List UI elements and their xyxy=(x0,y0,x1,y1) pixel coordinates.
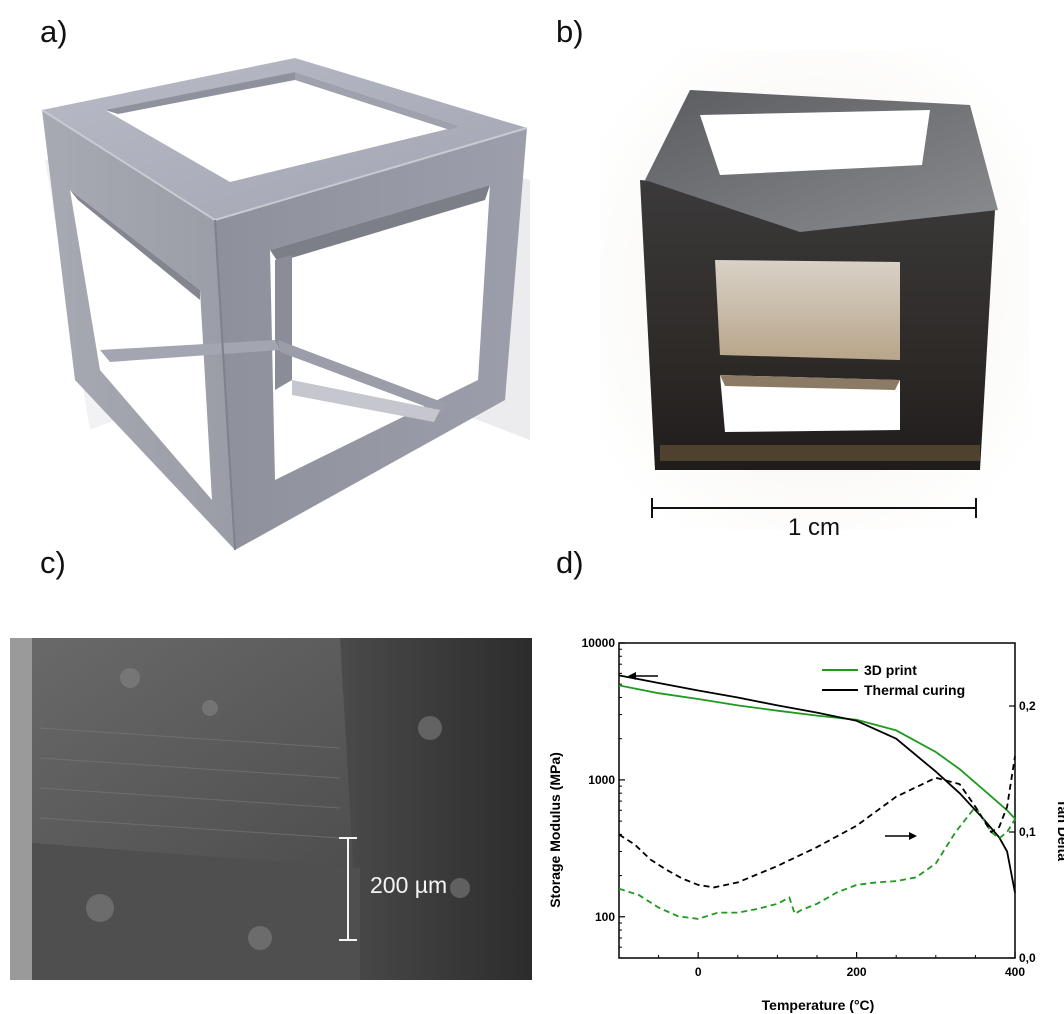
series-line-modulus-0 xyxy=(618,684,1016,820)
arrow-right-head xyxy=(909,832,917,840)
scale-bar xyxy=(339,837,357,941)
x-tick-label: 400 xyxy=(1005,965,1025,979)
x-axis-label: Temperature (°C) xyxy=(762,997,875,1013)
y-tick-label: 100 xyxy=(595,910,615,924)
panel-label-b: b) xyxy=(556,14,584,49)
y2-tick-label: 0,2 xyxy=(1019,699,1036,713)
panel-label-a: a) xyxy=(40,14,68,49)
scale-bar xyxy=(651,498,977,518)
y-axis-label: Storage Modulus (MPa) xyxy=(547,752,563,908)
dma-chart: 0 200 400 100 1000 10000 0,0 0,1 0,2 Temperature… xyxy=(547,636,1064,1013)
legend: 3D print Thermal curing xyxy=(822,662,965,698)
x-tick-label: 0 xyxy=(695,965,702,979)
y2-axis-label: Tan Delta xyxy=(1055,799,1064,861)
scale-bar-label: 200 µm xyxy=(370,872,448,898)
panel-label-c: c) xyxy=(40,545,66,580)
printed-cube-photo xyxy=(600,50,1030,530)
legend-label-thermal-curing: Thermal curing xyxy=(864,682,965,698)
y2-tick-label: 0,1 xyxy=(1019,825,1036,839)
series-line-tan-delta-2 xyxy=(618,805,1016,920)
series-line-tan-delta-3 xyxy=(618,756,1016,889)
y-tick-label: 10000 xyxy=(582,636,616,650)
y-tick-label: 1000 xyxy=(588,773,615,787)
panel-label-d: d) xyxy=(556,545,584,580)
y2-tick-label: 0,0 xyxy=(1019,951,1036,965)
legend-label-3d-print: 3D print xyxy=(864,662,917,678)
arrow-left-head xyxy=(628,672,636,680)
cube-render-image xyxy=(41,58,530,551)
series-line-modulus-1 xyxy=(618,674,1016,893)
sem-micrograph xyxy=(10,638,532,980)
scale-bar-label: 1 cm xyxy=(787,514,840,541)
x-tick-label: 200 xyxy=(847,965,867,979)
